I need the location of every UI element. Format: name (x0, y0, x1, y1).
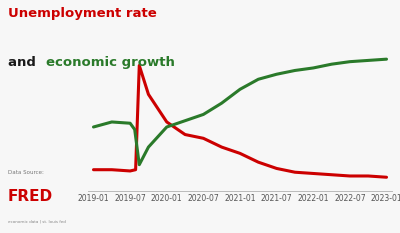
Text: economic growth: economic growth (46, 56, 175, 69)
Text: Unemployment rate: Unemployment rate (8, 7, 157, 20)
Text: FRED: FRED (8, 189, 53, 204)
Text: economic data | st. louis fed: economic data | st. louis fed (8, 219, 66, 223)
Text: and: and (8, 56, 40, 69)
Text: Data Source:: Data Source: (8, 170, 44, 175)
